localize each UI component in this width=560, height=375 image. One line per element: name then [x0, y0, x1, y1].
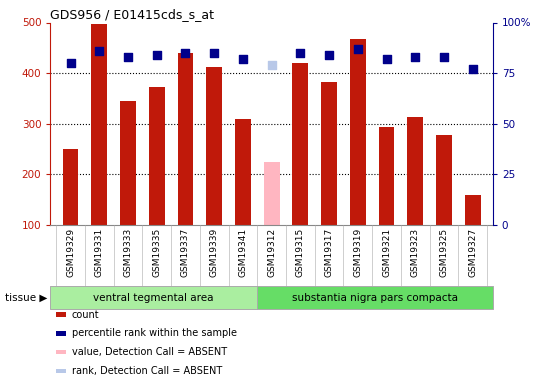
Point [410, 54, 419, 60]
Bar [149, 87, 165, 225]
Text: GDS956 / E01415cds_s_at: GDS956 / E01415cds_s_at [50, 8, 214, 21]
Bar [120, 101, 136, 225]
Text: GSM19312: GSM19312 [267, 228, 276, 277]
FancyBboxPatch shape [50, 286, 257, 309]
Bar [264, 162, 279, 225]
Text: GSM19335: GSM19335 [152, 228, 161, 278]
Point [66, 60, 75, 66]
Point [95, 48, 104, 54]
Text: substantia nigra pars compacta: substantia nigra pars compacta [292, 293, 458, 303]
Bar [91, 24, 107, 225]
Text: percentile rank within the sample: percentile rank within the sample [72, 328, 237, 338]
Point [181, 50, 190, 56]
Point [468, 66, 477, 72]
Point [267, 62, 276, 68]
Text: GSM19323: GSM19323 [410, 228, 420, 277]
Bar [350, 39, 366, 225]
Text: tissue ▶: tissue ▶ [5, 293, 48, 303]
Bar [465, 195, 480, 225]
FancyBboxPatch shape [257, 286, 493, 309]
Point [382, 56, 391, 62]
Text: value, Detection Call = ABSENT: value, Detection Call = ABSENT [72, 347, 227, 357]
Text: count: count [72, 310, 99, 320]
Bar [292, 63, 308, 225]
Point [152, 52, 161, 58]
Bar [235, 118, 251, 225]
Bar [407, 117, 423, 225]
Text: GSM19329: GSM19329 [66, 228, 75, 277]
Text: GSM19337: GSM19337 [181, 228, 190, 278]
Text: GSM19315: GSM19315 [296, 228, 305, 278]
Bar [379, 127, 394, 225]
Text: GSM19321: GSM19321 [382, 228, 391, 277]
Text: GSM19325: GSM19325 [440, 228, 449, 277]
Point [296, 50, 305, 56]
Point [124, 54, 133, 60]
Point [440, 54, 449, 60]
Bar [321, 82, 337, 225]
Text: GSM19341: GSM19341 [239, 228, 248, 277]
Text: ventral tegmental area: ventral tegmental area [94, 293, 214, 303]
Point [209, 50, 218, 56]
Point [325, 52, 334, 58]
Bar [436, 135, 452, 225]
Bar [178, 53, 193, 225]
Point [239, 56, 248, 62]
Text: GSM19331: GSM19331 [95, 228, 104, 278]
Bar [206, 66, 222, 225]
Text: GSM19339: GSM19339 [209, 228, 218, 278]
Point [353, 46, 362, 52]
Text: GSM19327: GSM19327 [468, 228, 477, 277]
Text: GSM19333: GSM19333 [123, 228, 133, 278]
Text: rank, Detection Call = ABSENT: rank, Detection Call = ABSENT [72, 366, 222, 375]
Bar [63, 149, 78, 225]
Text: GSM19319: GSM19319 [353, 228, 362, 278]
Text: GSM19317: GSM19317 [325, 228, 334, 278]
